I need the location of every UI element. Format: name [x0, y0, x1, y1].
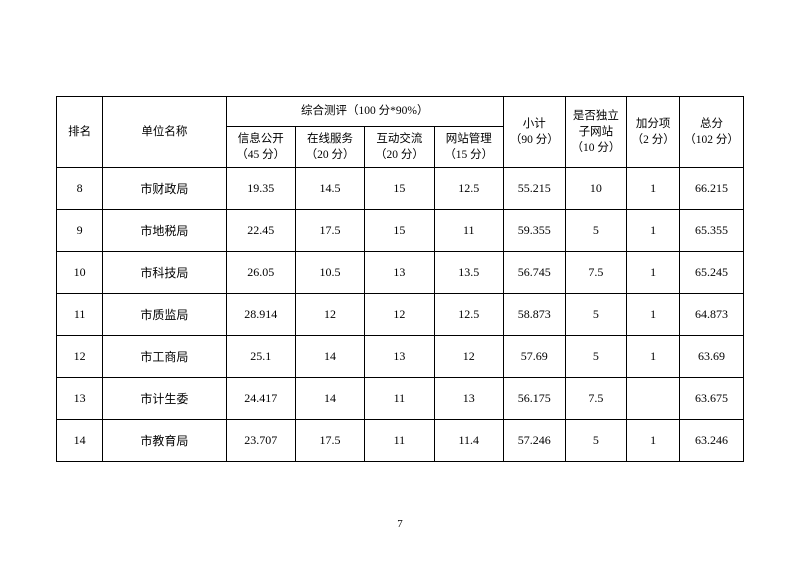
- cell-indep: 5: [565, 294, 627, 336]
- header-info: 信息公开（45 分）: [226, 127, 295, 168]
- cell-subtotal: 59.355: [503, 210, 565, 252]
- cell-interact: 15: [365, 210, 434, 252]
- evaluation-table: 排名 单位名称 综合测评（100 分*90%） 小计（90 分） 是否独立子网站…: [56, 96, 744, 462]
- cell-name: 市质监局: [103, 294, 226, 336]
- cell-info: 25.1: [226, 336, 295, 378]
- cell-bonus: 1: [627, 294, 680, 336]
- cell-online: 12: [295, 294, 364, 336]
- table-row: 13市计生委24.41714111356.1757.563.675: [57, 378, 744, 420]
- cell-bonus: 1: [627, 252, 680, 294]
- cell-rank: 13: [57, 378, 103, 420]
- cell-rank: 8: [57, 168, 103, 210]
- cell-online: 14.5: [295, 168, 364, 210]
- cell-online: 14: [295, 378, 364, 420]
- cell-interact: 13: [365, 336, 434, 378]
- cell-rank: 9: [57, 210, 103, 252]
- cell-indep: 10: [565, 168, 627, 210]
- cell-online: 17.5: [295, 210, 364, 252]
- cell-indep: 5: [565, 210, 627, 252]
- table-body: 8市财政局19.3514.51512.555.21510166.2159市地税局…: [57, 168, 744, 462]
- cell-interact: 12: [365, 294, 434, 336]
- cell-online: 10.5: [295, 252, 364, 294]
- cell-rank: 12: [57, 336, 103, 378]
- cell-total: 63.675: [680, 378, 744, 420]
- cell-indep: 7.5: [565, 378, 627, 420]
- cell-subtotal: 57.69: [503, 336, 565, 378]
- header-eval-group: 综合测评（100 分*90%）: [226, 97, 503, 127]
- cell-subtotal: 56.745: [503, 252, 565, 294]
- cell-manage: 12: [434, 336, 503, 378]
- cell-rank: 10: [57, 252, 103, 294]
- table-row: 12市工商局25.114131257.695163.69: [57, 336, 744, 378]
- cell-name: 市计生委: [103, 378, 226, 420]
- header-interact: 互动交流（20 分）: [365, 127, 434, 168]
- cell-manage: 11.4: [434, 420, 503, 462]
- table-row: 11市质监局28.914121212.558.8735164.873: [57, 294, 744, 336]
- page-number: 7: [397, 518, 403, 530]
- cell-total: 63.69: [680, 336, 744, 378]
- cell-total: 65.245: [680, 252, 744, 294]
- cell-rank: 11: [57, 294, 103, 336]
- cell-info: 24.417: [226, 378, 295, 420]
- header-subtotal: 小计（90 分）: [503, 97, 565, 168]
- cell-info: 19.35: [226, 168, 295, 210]
- page-container: 排名 单位名称 综合测评（100 分*90%） 小计（90 分） 是否独立子网站…: [0, 0, 800, 462]
- cell-total: 63.246: [680, 420, 744, 462]
- table-header: 排名 单位名称 综合测评（100 分*90%） 小计（90 分） 是否独立子网站…: [57, 97, 744, 168]
- cell-name: 市工商局: [103, 336, 226, 378]
- cell-interact: 11: [365, 420, 434, 462]
- cell-indep: 7.5: [565, 252, 627, 294]
- table-row: 14市教育局23.70717.51111.457.2465163.246: [57, 420, 744, 462]
- cell-manage: 13: [434, 378, 503, 420]
- cell-info: 22.45: [226, 210, 295, 252]
- cell-subtotal: 57.246: [503, 420, 565, 462]
- cell-bonus: 1: [627, 210, 680, 252]
- header-total: 总分（102 分）: [680, 97, 744, 168]
- header-online: 在线服务（20 分）: [295, 127, 364, 168]
- table-row: 8市财政局19.3514.51512.555.21510166.215: [57, 168, 744, 210]
- cell-info: 28.914: [226, 294, 295, 336]
- cell-subtotal: 55.215: [503, 168, 565, 210]
- cell-bonus: [627, 378, 680, 420]
- cell-bonus: 1: [627, 336, 680, 378]
- table-row: 10市科技局26.0510.51313.556.7457.5165.245: [57, 252, 744, 294]
- cell-total: 65.355: [680, 210, 744, 252]
- header-manage: 网站管理（15 分）: [434, 127, 503, 168]
- cell-manage: 12.5: [434, 168, 503, 210]
- cell-name: 市教育局: [103, 420, 226, 462]
- header-bonus: 加分项（2 分）: [627, 97, 680, 168]
- cell-interact: 11: [365, 378, 434, 420]
- cell-total: 64.873: [680, 294, 744, 336]
- cell-manage: 12.5: [434, 294, 503, 336]
- cell-subtotal: 58.873: [503, 294, 565, 336]
- cell-indep: 5: [565, 336, 627, 378]
- cell-info: 23.707: [226, 420, 295, 462]
- cell-name: 市科技局: [103, 252, 226, 294]
- table-row: 9市地税局22.4517.5151159.3555165.355: [57, 210, 744, 252]
- header-rank: 排名: [57, 97, 103, 168]
- cell-subtotal: 56.175: [503, 378, 565, 420]
- cell-info: 26.05: [226, 252, 295, 294]
- cell-bonus: 1: [627, 168, 680, 210]
- cell-name: 市地税局: [103, 210, 226, 252]
- header-indep: 是否独立子网站（10 分）: [565, 97, 627, 168]
- cell-online: 14: [295, 336, 364, 378]
- header-name: 单位名称: [103, 97, 226, 168]
- cell-interact: 15: [365, 168, 434, 210]
- cell-bonus: 1: [627, 420, 680, 462]
- cell-interact: 13: [365, 252, 434, 294]
- cell-online: 17.5: [295, 420, 364, 462]
- cell-rank: 14: [57, 420, 103, 462]
- cell-total: 66.215: [680, 168, 744, 210]
- cell-name: 市财政局: [103, 168, 226, 210]
- cell-manage: 13.5: [434, 252, 503, 294]
- cell-indep: 5: [565, 420, 627, 462]
- cell-manage: 11: [434, 210, 503, 252]
